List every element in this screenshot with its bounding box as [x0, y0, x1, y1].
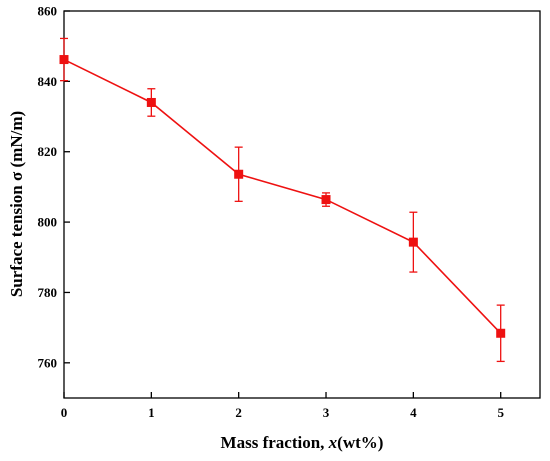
- y-tick-label: 780: [38, 285, 58, 300]
- data-point: [321, 195, 331, 205]
- x-tick-label: 5: [497, 405, 504, 420]
- series-line: [63, 58, 502, 334]
- data-point: [234, 169, 244, 179]
- y-tick-label: 800: [38, 215, 58, 230]
- x-tick-label: 0: [61, 405, 68, 420]
- plot-area: [63, 10, 541, 399]
- y-tick-label: 840: [38, 74, 58, 89]
- data-point: [146, 97, 156, 107]
- y-axis-title: Surface tension σ (mN/m): [7, 111, 26, 297]
- data-point: [408, 237, 418, 247]
- x-tick-label: 4: [410, 405, 417, 420]
- x-axis-ticks: 0 1 2 3 4 5: [61, 392, 504, 420]
- y-tick-label: 760: [38, 355, 58, 370]
- data-point: [59, 55, 69, 65]
- y-axis-ticks: 760 780 800 820 840 860: [38, 4, 70, 370]
- x-tick-label: 1: [148, 405, 155, 420]
- x-tick-label: 3: [323, 405, 330, 420]
- x-tick-label: 2: [235, 405, 242, 420]
- y-tick-label: 860: [38, 4, 58, 19]
- series-layer: [59, 37, 506, 363]
- x-axis-title: Mass fraction, x(wt%): [221, 433, 384, 452]
- data-point: [496, 328, 506, 338]
- y-tick-label: 820: [38, 144, 58, 159]
